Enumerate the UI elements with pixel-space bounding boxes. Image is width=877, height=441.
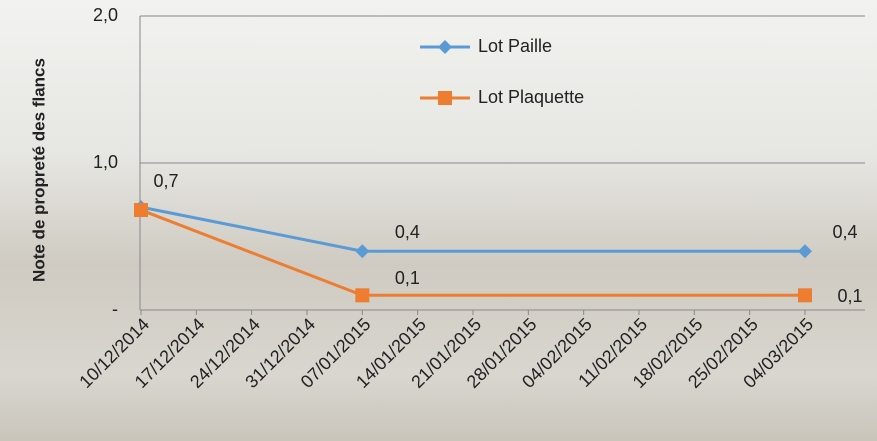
marker (134, 203, 148, 217)
data-label: 0,4 (832, 222, 857, 242)
marker (355, 288, 369, 302)
y-tick-label: 1,0 (93, 152, 118, 172)
chart: Note de propreté des flancs -1,02,010/12… (0, 0, 877, 441)
legend-label: Lot Paille (478, 36, 552, 56)
marker (798, 288, 812, 302)
data-label: 0,1 (395, 268, 420, 288)
y-tick-label: - (112, 299, 118, 319)
data-label: 0,7 (153, 171, 178, 191)
legend-marker (438, 91, 452, 105)
y-tick-label: 2,0 (93, 5, 118, 25)
data-label: 0,1 (837, 286, 862, 306)
data-label: 0,4 (395, 222, 420, 242)
legend-label: Lot Plaquette (478, 87, 584, 107)
y-axis-title: Note de propreté des flancs (29, 58, 48, 282)
